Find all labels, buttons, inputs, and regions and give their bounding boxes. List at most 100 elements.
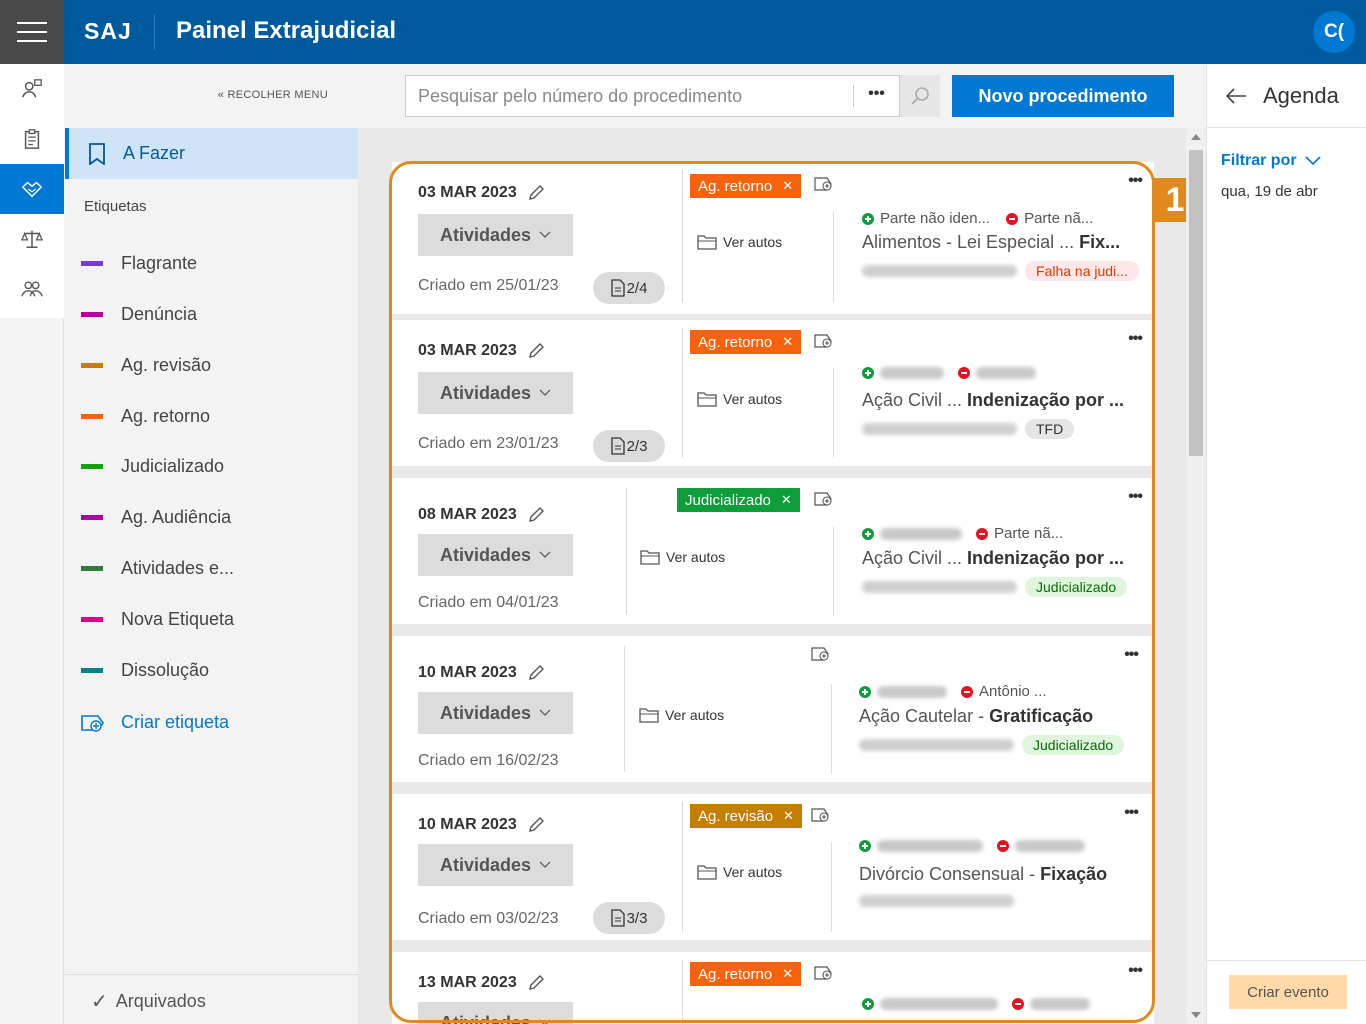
activities-dropdown[interactable]: Atividades — [418, 534, 573, 576]
status-chip[interactable]: Judicializado ✕ — [677, 488, 800, 512]
hamburger-menu-button[interactable] — [0, 0, 64, 64]
procedure-card[interactable]: 03 MAR 2023 Atividades Criado em 25/01/2… — [392, 162, 1154, 314]
more-options-button[interactable]: ••• — [1124, 804, 1139, 821]
pencil-icon[interactable] — [527, 816, 545, 834]
tag-item-atividades[interactable]: Atividades e... — [81, 553, 234, 583]
search-input[interactable] — [406, 76, 852, 116]
more-options-button[interactable]: ••• — [1128, 172, 1143, 189]
tag-color-swatch — [81, 311, 103, 317]
status-chip[interactable]: Ag. retorno ✕ — [690, 962, 802, 986]
tag-item-dissolucao[interactable]: Dissolução — [81, 655, 209, 685]
scrollbar-thumb[interactable] — [1189, 150, 1203, 456]
tag-item-nova-etiqueta[interactable]: Nova Etiqueta — [81, 604, 234, 634]
pencil-icon[interactable] — [527, 184, 545, 202]
rail-item-clipboard[interactable] — [0, 114, 64, 164]
tag-item-judicializado[interactable]: Judicializado — [81, 451, 224, 481]
add-tag-icon[interactable] — [814, 333, 834, 349]
view-case-link[interactable]: Ver autos — [697, 864, 782, 880]
view-case-label: Ver autos — [666, 549, 726, 565]
parties-row: Parte não iden... Parte nã... — [862, 210, 1093, 227]
chevron-down-icon — [539, 231, 551, 238]
list-scrollbar[interactable] — [1186, 128, 1206, 1024]
rail-item-people-search[interactable] — [0, 64, 64, 114]
tag-item-denuncia[interactable]: Denúncia — [81, 299, 197, 329]
procedure-subject: Indenização por ... — [967, 548, 1125, 568]
procedure-card[interactable]: 13 MAR 2023 Atividades Ag. retorno ✕ ••• — [392, 952, 1154, 1024]
remove-chip-icon[interactable]: ✕ — [782, 178, 794, 193]
tag-item-flagrante[interactable]: Flagrante — [81, 248, 197, 278]
created-date: Criado em 03/02/23 — [418, 910, 559, 927]
status-chip[interactable]: Ag. retorno ✕ — [690, 330, 802, 354]
archived-link[interactable]: ✓ Arquivados — [91, 989, 206, 1014]
add-tag-icon[interactable] — [811, 646, 831, 662]
tag-item-ag-revisao[interactable]: Ag. revisão — [81, 350, 211, 380]
created-date: Criado em 23/01/23 — [418, 435, 559, 452]
procedure-card[interactable]: 10 MAR 2023 Atividades Criado em 03/02/2… — [392, 794, 1154, 940]
status-pill: Falha na judi... — [1025, 261, 1139, 281]
remove-chip-icon[interactable]: ✕ — [780, 492, 792, 507]
tag-item-ag-retorno[interactable]: Ag. retorno — [81, 401, 210, 431]
arrow-left-icon[interactable] — [1225, 87, 1247, 105]
scroll-up-icon[interactable] — [1191, 134, 1201, 140]
procedure-card[interactable]: 08 MAR 2023 Atividades Criado em 04/01/2… — [392, 478, 1154, 624]
pencil-icon[interactable] — [527, 974, 545, 992]
more-options-button[interactable]: ••• — [1128, 488, 1143, 505]
activities-dropdown[interactable]: Atividades — [418, 214, 573, 256]
procedure-subject: Gratificação — [989, 706, 1094, 726]
documents-count-badge[interactable]: 2/3 — [593, 430, 665, 462]
divider — [154, 14, 155, 50]
user-avatar[interactable]: C( — [1313, 11, 1355, 53]
created-date: Criado em 16/02/23 — [418, 752, 559, 769]
scroll-down-icon[interactable] — [1191, 1012, 1201, 1018]
procedure-number-row: Falha na judi... — [862, 261, 1139, 281]
activities-dropdown[interactable]: Atividades — [418, 692, 573, 734]
view-case-link[interactable]: Ver autos — [640, 549, 725, 565]
activities-dropdown[interactable]: Atividades — [418, 844, 573, 886]
menu-item-a-fazer[interactable]: A Fazer — [65, 128, 358, 179]
tag-color-swatch — [81, 667, 103, 673]
document-icon — [610, 437, 625, 455]
filter-dropdown[interactable]: Filtrar por — [1221, 152, 1321, 170]
view-case-link[interactable]: Ver autos — [697, 234, 782, 250]
activities-dropdown[interactable]: Atividades — [418, 372, 573, 414]
pencil-icon[interactable] — [527, 342, 545, 360]
rail-item-handshake[interactable] — [0, 164, 64, 214]
search-button[interactable] — [900, 75, 940, 117]
create-event-button[interactable]: Criar evento — [1229, 975, 1347, 1009]
view-case-link[interactable]: Ver autos — [639, 707, 724, 723]
add-tag-icon[interactable] — [811, 807, 831, 823]
add-tag-icon[interactable] — [814, 491, 834, 507]
add-tag-icon[interactable] — [814, 176, 834, 192]
plus-circle-icon — [862, 527, 874, 540]
rail-item-scales[interactable] — [0, 214, 64, 264]
search-options-button[interactable]: ••• — [853, 85, 899, 107]
documents-count-badge[interactable]: 2/4 — [593, 272, 665, 304]
divider — [682, 328, 683, 458]
remove-chip-icon[interactable]: ✕ — [782, 334, 794, 349]
pencil-icon[interactable] — [527, 506, 545, 524]
tag-label: Nova Etiqueta — [121, 608, 235, 629]
party-name: Antônio ... — [979, 683, 1047, 700]
activities-dropdown[interactable]: Atividades — [418, 1002, 573, 1024]
status-chip[interactable]: Ag. revisão ✕ — [690, 804, 802, 828]
more-options-button[interactable]: ••• — [1124, 646, 1139, 663]
agenda-header: Agenda — [1207, 64, 1366, 128]
add-tag-icon[interactable] — [814, 965, 834, 981]
pencil-icon[interactable] — [527, 664, 545, 682]
rail-item-team[interactable] — [0, 264, 64, 314]
status-chip[interactable]: Ag. retorno ✕ — [690, 174, 802, 198]
more-options-button[interactable]: ••• — [1128, 962, 1143, 979]
redacted-number — [862, 423, 1017, 435]
new-procedure-button[interactable]: Novo procedimento — [952, 75, 1174, 117]
view-case-link[interactable]: Ver autos — [697, 391, 782, 407]
remove-chip-icon[interactable]: ✕ — [782, 966, 794, 981]
collapse-menu-button[interactable]: « RECOLHER MENU — [217, 89, 328, 101]
procedure-class: Alimentos - Lei Especial ... — [862, 232, 1080, 252]
documents-count-badge[interactable]: 3/3 — [593, 902, 665, 934]
tag-item-ag-audiencia[interactable]: Ag. Audiência — [81, 502, 231, 532]
procedure-card[interactable]: 03 MAR 2023 Atividades Criado em 23/01/2… — [392, 320, 1154, 466]
procedure-card[interactable]: 10 MAR 2023 Atividades Criado em 16/02/2… — [392, 636, 1154, 782]
remove-chip-icon[interactable]: ✕ — [783, 808, 794, 823]
more-options-button[interactable]: ••• — [1128, 330, 1143, 347]
create-tag-link[interactable]: Criar etiqueta — [81, 712, 229, 733]
